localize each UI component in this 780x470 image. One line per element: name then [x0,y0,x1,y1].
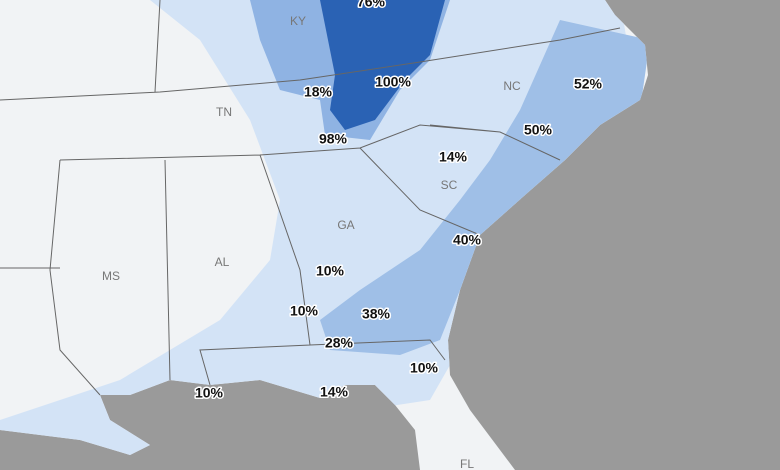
dark-shade [320,0,445,130]
percent-label: 14% [439,149,468,165]
percent-labels: 76% 18% 100% 98% 52% 50% 14% 40% 10% 10%… [193,0,604,402]
state-label: SC [441,178,458,192]
percent-label: 28% [325,335,354,351]
percent-label: 18% [304,84,333,100]
state-label: TN [216,105,232,119]
percent-label: 10% [195,385,224,401]
state-label: KY [290,14,306,28]
percent-label: 50% [524,122,553,138]
percent-label: 10% [290,303,319,319]
state-borders [0,0,621,396]
percent-label: 100% [375,74,411,90]
percent-label: 10% [410,360,439,376]
light-shade [0,0,640,460]
state-label: GA [337,218,354,232]
state-label: MS [102,269,120,283]
state-label: FL [460,457,474,470]
percent-label: 38% [362,306,391,322]
percent-label: 40% [453,232,482,248]
state-label: NC [503,79,521,93]
percent-label: 14% [320,384,349,400]
percent-label: 98% [319,131,348,147]
state-labels: KY TN NC SC GA MS AL FL [102,14,521,470]
percent-label: 10% [316,263,345,279]
medium-shade [320,20,648,355]
state-label: AL [215,255,230,269]
percent-label: 52% [574,76,603,92]
percent-label: 76% [357,0,386,10]
